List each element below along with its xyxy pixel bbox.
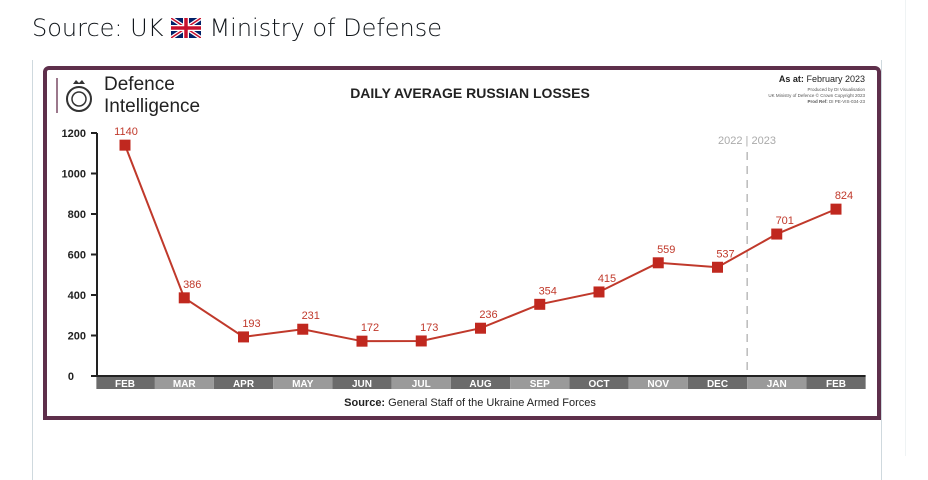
x-tick-label: SEP [530, 379, 550, 390]
data-point [652, 257, 664, 269]
y-tick-label: 600 [68, 250, 86, 262]
data-point [475, 322, 486, 334]
month-band [806, 377, 866, 389]
x-tick-label: JUL [412, 379, 431, 390]
x-tick-label: MAY [292, 379, 314, 390]
x-tick-label: JAN [767, 379, 787, 390]
x-tick-label: FEB [826, 379, 846, 390]
x-tick-label: FEB [115, 379, 135, 390]
data-point [593, 286, 605, 298]
prod-ref-label: Prod Ref: [807, 99, 828, 104]
data-label: 1140 [114, 126, 138, 138]
month-band [510, 377, 570, 389]
data-point [771, 228, 783, 240]
data-label: 172 [361, 322, 379, 334]
timeline-divider [905, 0, 906, 456]
prod-ref-value: DI PE-VIS-034-23 [829, 99, 866, 104]
y-tick-label: 1200 [62, 128, 86, 140]
data-point [356, 335, 368, 347]
chart: Defence Intelligence DAILY AVERAGE RUSSI… [56, 74, 866, 409]
tweet-caption: Source: UK Ministry of Defense [32, 14, 442, 42]
data-label: 173 [420, 322, 438, 334]
caption-text-before: Source: UK [32, 14, 164, 42]
chart-card [43, 66, 881, 420]
month-band [628, 377, 688, 389]
data-label: 231 [302, 310, 320, 322]
month-band [273, 377, 333, 389]
as-at-value: February 2023 [806, 74, 865, 84]
data-point [830, 203, 842, 215]
y-tick-label: 1000 [62, 169, 86, 181]
uk-flag-icon [171, 18, 202, 38]
data-label: 354 [539, 285, 557, 297]
data-label: 386 [183, 279, 201, 291]
source: Source: General Staff of the Ukraine Arm… [344, 397, 596, 409]
data-point [238, 331, 249, 343]
month-band [332, 377, 392, 389]
x-tick-label: AUG [469, 379, 491, 390]
data-point [415, 335, 427, 347]
crest-icon [66, 80, 92, 112]
year-divider-label: 2022 | 2023 [718, 135, 776, 147]
month-band [154, 377, 214, 389]
month-band [747, 377, 807, 389]
logo-line1: Defence [104, 74, 175, 95]
data-point [119, 139, 131, 151]
month-band [391, 377, 451, 389]
x-tick-label: OCT [588, 379, 609, 390]
prod-ref: Prod Ref: DI PE-VIS-034-23 [807, 99, 865, 104]
copyright: UK Ministry of Defence © Crown Copyright… [768, 92, 865, 98]
month-band [569, 377, 629, 389]
data-label: 824 [835, 190, 853, 202]
y-tick-label: 200 [68, 331, 86, 343]
data-label: 537 [716, 248, 734, 260]
month-band [450, 377, 511, 389]
data-label: 193 [242, 318, 260, 330]
produced-by: Produced by DI Visualisation [808, 87, 866, 92]
caption-text-after: Ministry of Defense [209, 14, 443, 42]
data-point [297, 323, 309, 335]
tweet-media-frame[interactable] [32, 60, 882, 480]
data-point [178, 292, 190, 304]
logo-line2: Intelligence [104, 96, 200, 117]
data-label: 559 [657, 244, 675, 256]
as-at-label: As at: [779, 74, 804, 84]
y-tick-label: 0 [68, 371, 74, 383]
y-tick-label: 800 [68, 209, 86, 221]
x-tick-label: DEC [707, 379, 728, 390]
data-point [712, 261, 723, 273]
month-band [213, 377, 274, 389]
data-label: 415 [598, 273, 616, 285]
y-tick-label: 400 [68, 290, 86, 302]
x-tick-label: MAR [173, 379, 197, 390]
data-label: 236 [479, 309, 497, 321]
x-tick-label: APR [233, 379, 255, 390]
chart-title: DAILY AVERAGE RUSSIAN LOSSES [350, 85, 590, 101]
source-label: Source: [344, 397, 385, 409]
as-at: As at: February 2023 [779, 74, 865, 84]
source-text: General Staff of the Ukraine Armed Force… [388, 397, 596, 409]
data-label: 701 [776, 215, 794, 227]
data-point [534, 298, 546, 310]
x-tick-label: JUN [352, 379, 372, 390]
x-tick-label: NOV [647, 379, 669, 390]
month-band [96, 377, 156, 389]
month-band [687, 377, 748, 389]
